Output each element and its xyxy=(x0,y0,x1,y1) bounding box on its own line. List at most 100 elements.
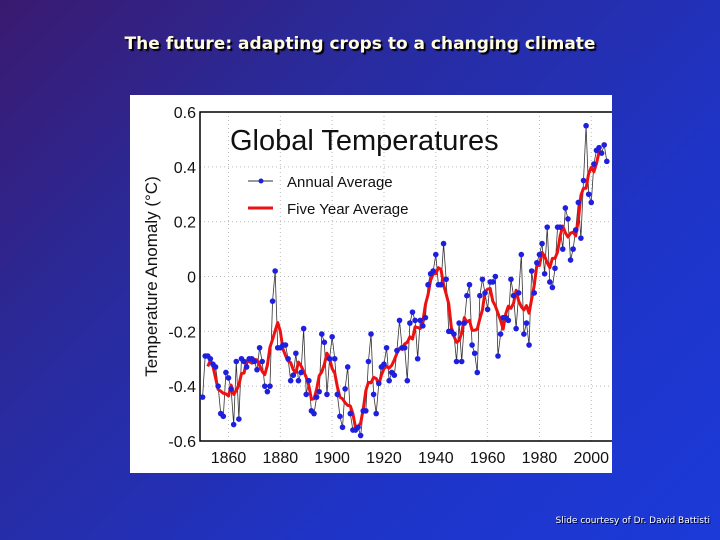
annual-data-point xyxy=(407,320,413,326)
x-tick-label: 1920 xyxy=(366,450,402,467)
annual-data-point xyxy=(337,413,343,420)
annual-data-point xyxy=(412,317,418,324)
annual-data-point xyxy=(241,358,247,365)
annual-data-point xyxy=(596,144,602,151)
annual-data-point xyxy=(370,391,377,398)
annual-data-point xyxy=(515,290,522,296)
y-tick-label: 0.2 xyxy=(174,215,196,232)
annual-data-point xyxy=(575,199,582,206)
annual-data-point xyxy=(228,386,234,392)
legend-five-year-label: Five Year Average xyxy=(287,201,408,218)
annual-data-point xyxy=(549,284,556,291)
annual-data-point xyxy=(199,394,206,400)
annual-data-point xyxy=(313,394,320,400)
annual-data-point xyxy=(303,391,310,398)
annual-data-point xyxy=(347,410,354,417)
annual-data-point xyxy=(432,251,439,258)
annual-data-point xyxy=(383,344,390,351)
annual-data-point xyxy=(326,355,333,362)
annual-data-point xyxy=(290,372,297,379)
annual-data-point xyxy=(373,410,380,417)
annual-data-point xyxy=(466,281,473,288)
annual-data-point xyxy=(363,408,369,414)
annual-data-point xyxy=(477,292,483,299)
annual-data-point xyxy=(300,325,307,332)
annual-data-point xyxy=(306,377,312,384)
chart-panel: 1860 1880 1900 1920 1940 1960 1980 2000 -0.6 -0.4… xyxy=(130,95,612,473)
annual-data-point xyxy=(591,161,597,167)
y-tick-label: -0.6 xyxy=(168,434,196,451)
annual-data-point xyxy=(583,122,589,129)
x-tick-label: 1980 xyxy=(522,450,558,467)
annual-data-point xyxy=(220,413,227,420)
annual-data-point xyxy=(417,317,424,324)
annual-data-point xyxy=(474,369,481,376)
annual-data-point xyxy=(425,281,431,288)
annual-data-point xyxy=(285,355,291,362)
x-tick-label: 1960 xyxy=(470,450,506,467)
annual-data-point xyxy=(598,150,605,156)
legend-annual-marker xyxy=(258,178,264,184)
annual-data-point xyxy=(401,344,408,351)
annual-data-point xyxy=(464,292,470,299)
annual-data-point xyxy=(223,369,229,376)
annual-data-point xyxy=(528,268,535,274)
legend-annual-label: Annual Average xyxy=(287,174,393,191)
annual-data-point xyxy=(282,342,289,348)
annual-data-point xyxy=(261,383,268,389)
annual-data-point xyxy=(215,383,221,389)
annual-data-point xyxy=(451,331,457,337)
annual-data-point xyxy=(453,358,460,365)
annual-data-point xyxy=(484,306,491,313)
annual-data-point xyxy=(505,317,512,324)
annual-data-point xyxy=(329,334,335,340)
annual-data-point xyxy=(409,309,416,315)
annual-data-point xyxy=(495,353,501,359)
annual-data-point xyxy=(269,298,276,304)
annual-data-point xyxy=(272,268,278,274)
annual-data-point xyxy=(375,380,382,387)
annual-data-point xyxy=(287,377,294,384)
annual-data-point xyxy=(531,290,538,296)
annual-data-point xyxy=(539,240,545,247)
annual-data-point xyxy=(298,369,304,376)
annual-average-line xyxy=(202,125,608,436)
plot-frame xyxy=(199,111,612,442)
annual-data-point xyxy=(578,235,584,241)
annual-data-point xyxy=(461,320,468,326)
y-tick-label: -0.2 xyxy=(168,324,196,341)
annual-data-point xyxy=(536,251,543,258)
annual-data-point xyxy=(316,388,322,395)
annual-data-point xyxy=(557,224,563,230)
annual-data-point xyxy=(552,265,558,272)
annual-data-point xyxy=(420,323,426,329)
y-tick-label: -0.4 xyxy=(168,379,196,396)
slide-credit: Slide courtesy of Dr. David Battisti xyxy=(555,516,711,526)
annual-data-point xyxy=(233,358,240,365)
annual-data-point xyxy=(259,358,265,365)
annual-data-point xyxy=(236,416,242,422)
x-tick-label: 1860 xyxy=(211,450,247,467)
chart-title: Global Temperatures xyxy=(230,125,499,157)
annual-data-point xyxy=(394,347,400,354)
annual-data-point xyxy=(534,259,540,266)
annual-data-point xyxy=(293,350,299,357)
x-tick-label: 1880 xyxy=(263,450,299,467)
annual-data-point xyxy=(264,388,271,395)
annual-data-point xyxy=(490,279,496,285)
annual-data-point xyxy=(601,142,608,148)
annual-data-point xyxy=(565,216,571,222)
annual-data-point xyxy=(430,268,437,274)
annual-data-point xyxy=(508,276,514,283)
annual-data-point xyxy=(357,432,364,439)
annual-data-point xyxy=(212,364,219,370)
slide-title: The future: adapting crops to a changing… xyxy=(124,34,596,54)
annual-data-point xyxy=(365,358,372,365)
annual-data-point xyxy=(547,279,553,285)
annual-data-point xyxy=(334,391,341,398)
y-tick-label: 0 xyxy=(187,270,196,287)
annual-data-point xyxy=(513,325,519,332)
y-tick-label: 0.4 xyxy=(174,160,196,177)
annual-data-point xyxy=(342,386,348,392)
temperature-chart: 1860 1880 1900 1920 1940 1960 1980 2000 -0.6 -0.4… xyxy=(142,105,612,467)
